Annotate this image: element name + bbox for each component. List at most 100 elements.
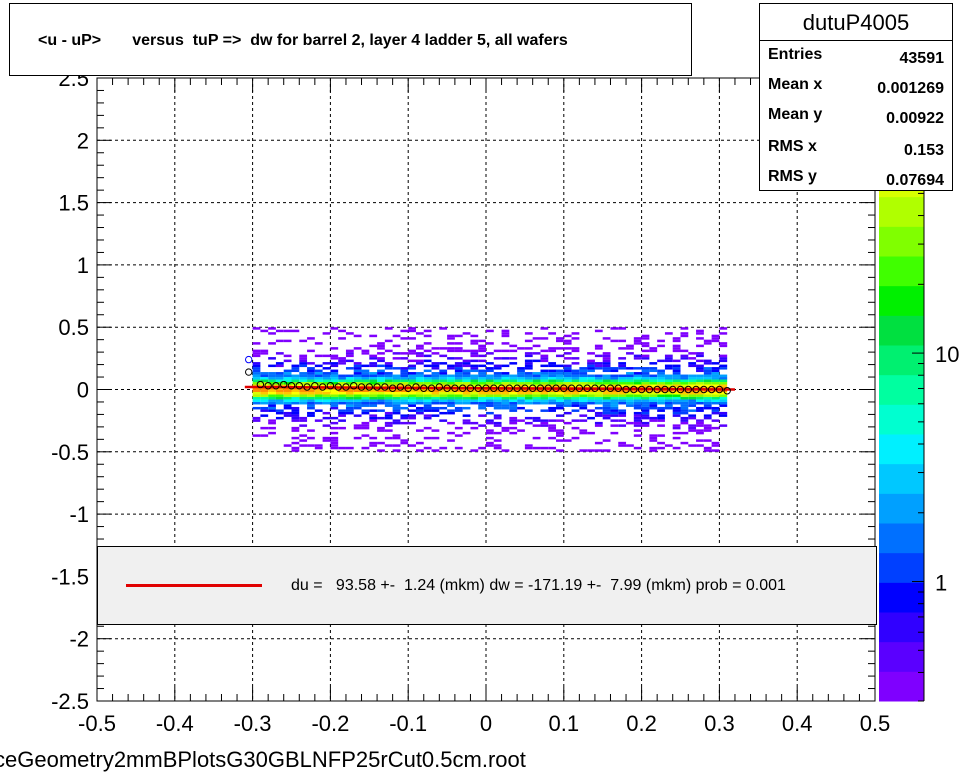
profile-point (404, 384, 412, 392)
heatmap-cell (540, 382, 549, 385)
heatmap-cell (330, 364, 339, 368)
heatmap-cell (345, 379, 354, 383)
heatmap-cell (532, 352, 541, 355)
heatmap-cell (447, 337, 455, 340)
heatmap-cell (377, 352, 385, 355)
heatmap-cell (400, 379, 409, 383)
heatmap-cell (657, 396, 665, 400)
heatmap-cell (415, 332, 424, 335)
heatmap-cell (587, 379, 595, 383)
heatmap-cell (439, 327, 448, 330)
heatmap-cell (641, 401, 650, 405)
heatmap-cell (633, 414, 642, 417)
heatmap-cell (478, 424, 486, 427)
stats-value: 0.001269 (877, 80, 944, 97)
heatmap-cell (345, 446, 354, 450)
heatmap-cell (377, 384, 385, 388)
heatmap-cell (299, 401, 308, 405)
heatmap-cell (563, 347, 572, 350)
heatmap-cell (431, 391, 440, 395)
heatmap-cell (602, 449, 611, 452)
heatmap-cell (524, 389, 533, 392)
heatmap-cell (486, 419, 494, 422)
heatmap-cell (540, 372, 549, 375)
heatmap-cell (719, 424, 728, 427)
heatmap-cell (283, 399, 292, 402)
heatmap-cell (369, 344, 378, 348)
heatmap-cell (579, 406, 588, 410)
heatmap-cell (672, 414, 681, 417)
heatmap-cell (377, 364, 385, 368)
heatmap-cell (649, 394, 658, 397)
heatmap-cell (369, 389, 378, 392)
heatmap-cell (540, 369, 549, 373)
heatmap-cell (563, 404, 572, 407)
heatmap-cell (275, 329, 284, 333)
heatmap-cell (392, 409, 401, 412)
heatmap-cell (711, 401, 720, 405)
heatmap-cell (548, 377, 557, 380)
heatmap-cell (384, 379, 393, 383)
heatmap-cell (649, 379, 658, 383)
heatmap-cell (618, 379, 627, 383)
heatmap-cell (548, 362, 557, 365)
heatmap-cell (260, 379, 269, 383)
heatmap-cell (314, 354, 323, 358)
heatmap-cell (571, 379, 580, 383)
heatmap-cell (703, 369, 712, 373)
heatmap-cell (556, 372, 564, 375)
heatmap-cell (618, 414, 627, 417)
heatmap-cell (338, 377, 346, 380)
heatmap-cell (400, 374, 409, 378)
heatmap-cell (587, 416, 595, 420)
heatmap-cell (283, 396, 292, 400)
heatmap-cell (602, 374, 611, 378)
heatmap-cell (439, 419, 448, 422)
heatmap-cell (330, 404, 339, 407)
heatmap-cell (579, 372, 588, 375)
heatmap-cell (462, 401, 471, 405)
heatmap-cell (470, 364, 479, 368)
heatmap-cell (633, 416, 642, 420)
heatmap-cell (268, 426, 276, 430)
profile-point (536, 384, 545, 392)
heatmap-cell (486, 399, 494, 402)
heatmap-cell (556, 394, 564, 397)
heatmap-cell (330, 401, 339, 405)
heatmap-cell (275, 377, 284, 380)
heatmap-cell (462, 396, 471, 400)
heatmap-cell (431, 436, 440, 440)
heatmap-cell (307, 349, 315, 353)
y-tick-label: -2 (69, 627, 89, 652)
heatmap-cell (330, 384, 339, 388)
heatmap-cell (532, 396, 541, 400)
heatmap-cell (493, 431, 502, 435)
heatmap-cell (330, 347, 339, 350)
heatmap-cell (594, 391, 603, 395)
heatmap-cell (548, 429, 557, 432)
heatmap-cell (556, 419, 564, 422)
heatmap-cell (610, 367, 619, 370)
heatmap-cell (540, 357, 549, 360)
heatmap-cell (423, 406, 432, 410)
heatmap-cell (408, 389, 416, 392)
heatmap-cell (486, 389, 494, 392)
stats-row: RMS y 0.07694 (768, 168, 944, 190)
heatmap-cell (711, 367, 720, 370)
heatmap-cell (703, 384, 712, 388)
heatmap-cell (563, 357, 572, 360)
heatmap-cell (454, 362, 463, 365)
heatmap-cell (657, 434, 665, 437)
heatmap-cell (377, 344, 385, 348)
heatmap-cell (610, 419, 619, 422)
heatmap-cell (696, 391, 704, 395)
heatmap-cell (711, 391, 720, 395)
heatmap-cell (657, 382, 665, 385)
heatmap-cell (392, 367, 401, 370)
heatmap-cell (291, 441, 300, 445)
heatmap-cell (291, 367, 300, 370)
heatmap-cell (462, 414, 471, 417)
heatmap-cell (672, 431, 681, 435)
heatmap-cell (719, 414, 728, 417)
heatmap-cell (392, 344, 401, 348)
